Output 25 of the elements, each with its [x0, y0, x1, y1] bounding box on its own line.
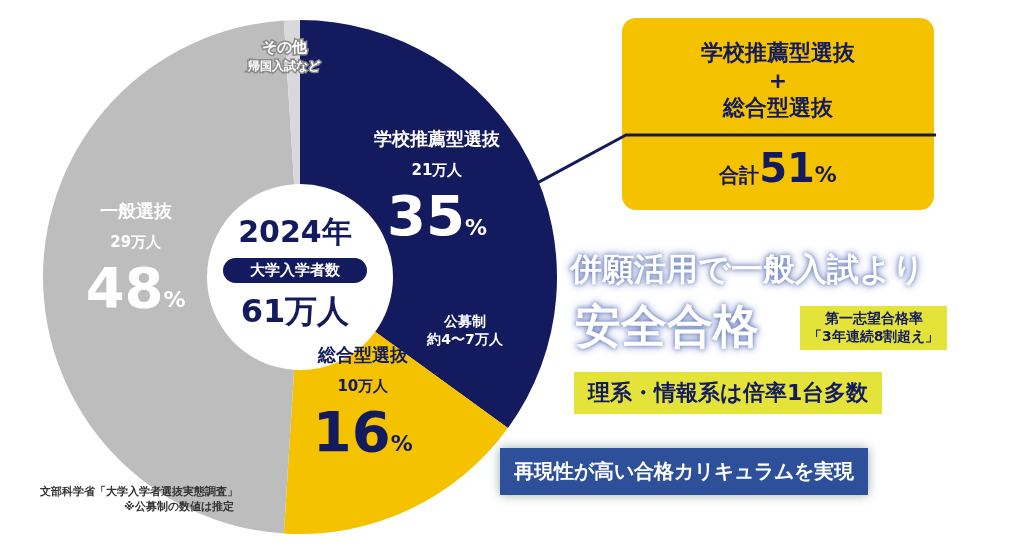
text: 公募制	[444, 313, 486, 331]
text: 安全合格	[575, 298, 759, 355]
text: 第一志望合格率	[823, 310, 924, 328]
text: 合計51%	[719, 145, 837, 191]
text: ※公募制の数値は推定	[124, 499, 234, 514]
donut-slice	[283, 331, 508, 534]
slice-label: 一般選抜	[99, 200, 173, 221]
text: 理系・情報系は倍率1台多数	[574, 372, 883, 414]
text: 2024年	[237, 213, 353, 251]
text: 約4〜7万人	[427, 331, 503, 349]
text: 10万人	[337, 377, 390, 396]
text: 学校推薦型選抜	[700, 39, 856, 67]
text: 21万人	[411, 160, 464, 179]
text: 「3年連続8割超え」	[808, 328, 940, 346]
text: 29万人	[110, 233, 163, 251]
data-label: 48%	[85, 255, 186, 320]
data-label: 35%	[386, 182, 487, 248]
data-label: 16%	[312, 399, 413, 465]
text: 総合型選抜	[721, 94, 834, 122]
slice-label: 学校推薦型選抜	[373, 127, 501, 149]
text: 61万人	[239, 291, 351, 332]
text: 大学入学者数	[223, 258, 367, 283]
text: +	[767, 68, 789, 93]
text: 文部科学省「大学入学者選抜実態調査」	[40, 484, 238, 499]
text: 再現性が高い合格カリキュラムを実現	[500, 448, 868, 495]
